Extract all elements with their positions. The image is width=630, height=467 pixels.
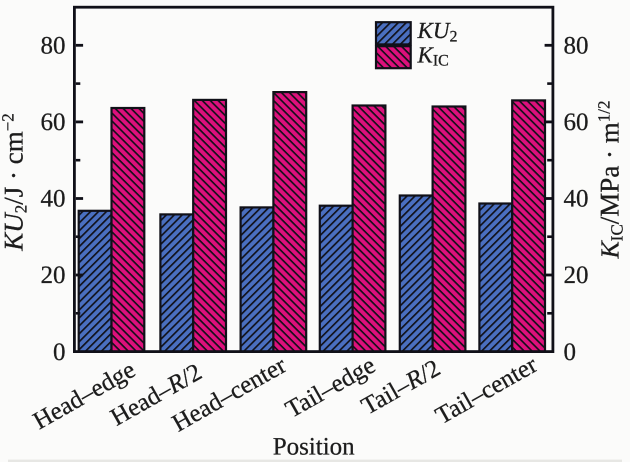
svg-text:60: 60	[41, 109, 66, 136]
svg-text:0: 0	[53, 339, 66, 366]
svg-text:KIC: KIC	[417, 43, 449, 70]
svg-text:80: 80	[41, 33, 66, 60]
svg-text:0: 0	[564, 339, 577, 366]
svg-text:KU2/J · cm−2: KU2/J · cm−2	[0, 113, 31, 252]
svg-text:KU2: KU2	[417, 18, 458, 46]
svg-text:60: 60	[564, 109, 589, 136]
svg-text:Position: Position	[273, 434, 355, 461]
svg-text:40: 40	[564, 186, 589, 213]
svg-text:40: 40	[41, 186, 66, 213]
svg-text:20: 20	[564, 262, 589, 289]
svg-text:KIC/MPa · m1/2: KIC/MPa · m1/2	[595, 100, 627, 259]
svg-text:20: 20	[41, 262, 66, 289]
svg-text:80: 80	[564, 33, 589, 60]
